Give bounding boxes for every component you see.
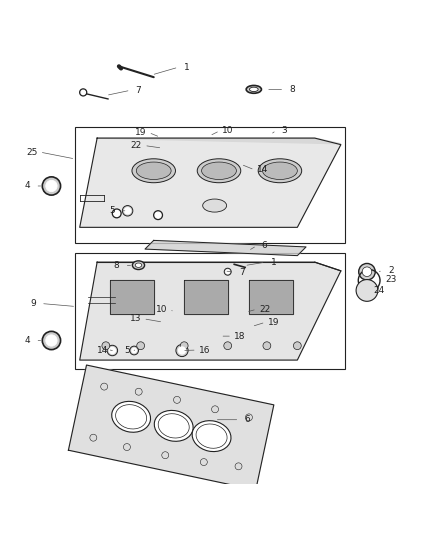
Text: 7: 7 xyxy=(136,86,141,95)
Text: 5: 5 xyxy=(110,206,115,215)
Circle shape xyxy=(124,208,131,214)
Text: 4: 4 xyxy=(25,181,30,190)
Ellipse shape xyxy=(258,159,302,183)
Circle shape xyxy=(224,268,231,275)
Circle shape xyxy=(137,342,145,350)
Text: 6: 6 xyxy=(262,241,268,250)
Ellipse shape xyxy=(112,401,151,432)
Ellipse shape xyxy=(197,159,241,183)
Circle shape xyxy=(226,270,230,273)
Text: 18: 18 xyxy=(234,332,246,341)
Circle shape xyxy=(107,345,117,356)
Text: 14: 14 xyxy=(97,345,108,354)
Text: 1: 1 xyxy=(271,257,276,266)
Text: 7: 7 xyxy=(239,268,245,277)
Ellipse shape xyxy=(359,263,375,280)
Ellipse shape xyxy=(132,261,145,270)
Text: 24: 24 xyxy=(374,286,385,295)
Ellipse shape xyxy=(135,263,142,268)
Text: 19: 19 xyxy=(268,318,279,327)
Polygon shape xyxy=(97,138,341,144)
Text: 10: 10 xyxy=(222,126,233,135)
Ellipse shape xyxy=(158,414,189,438)
Text: 14: 14 xyxy=(257,165,268,174)
Circle shape xyxy=(122,206,133,216)
Polygon shape xyxy=(68,365,274,490)
Polygon shape xyxy=(145,240,306,256)
Polygon shape xyxy=(184,279,228,314)
Ellipse shape xyxy=(192,421,231,451)
Circle shape xyxy=(224,342,232,350)
Polygon shape xyxy=(250,279,293,314)
Circle shape xyxy=(114,211,120,216)
Ellipse shape xyxy=(246,85,261,93)
Circle shape xyxy=(101,383,108,390)
Circle shape xyxy=(180,342,188,350)
Circle shape xyxy=(245,414,252,421)
Ellipse shape xyxy=(203,199,226,212)
Circle shape xyxy=(356,279,378,301)
Circle shape xyxy=(154,211,162,220)
Ellipse shape xyxy=(154,410,193,441)
Circle shape xyxy=(135,388,142,395)
Text: 23: 23 xyxy=(385,276,396,285)
Bar xyxy=(75,127,345,243)
Polygon shape xyxy=(80,262,341,360)
Text: 2: 2 xyxy=(388,266,394,276)
Circle shape xyxy=(130,346,138,355)
Text: 10: 10 xyxy=(156,305,167,313)
Circle shape xyxy=(162,452,169,459)
Circle shape xyxy=(212,406,219,413)
Circle shape xyxy=(235,463,242,470)
Ellipse shape xyxy=(196,424,227,448)
Ellipse shape xyxy=(250,87,258,92)
Text: 6: 6 xyxy=(244,415,250,424)
Ellipse shape xyxy=(132,159,176,183)
Circle shape xyxy=(80,89,87,96)
Circle shape xyxy=(176,344,188,357)
Polygon shape xyxy=(110,279,154,314)
Polygon shape xyxy=(80,138,341,228)
Circle shape xyxy=(110,348,116,353)
Ellipse shape xyxy=(362,267,372,277)
Circle shape xyxy=(113,209,121,218)
Text: 13: 13 xyxy=(130,314,141,323)
Circle shape xyxy=(293,342,301,350)
Text: 1: 1 xyxy=(184,63,189,71)
Ellipse shape xyxy=(201,162,237,180)
Text: 25: 25 xyxy=(26,148,38,157)
Text: 22: 22 xyxy=(259,305,270,313)
Ellipse shape xyxy=(46,180,57,192)
Ellipse shape xyxy=(42,177,60,195)
Ellipse shape xyxy=(116,405,147,429)
Circle shape xyxy=(200,458,207,465)
Text: 4: 4 xyxy=(25,336,30,345)
Text: 16: 16 xyxy=(199,345,210,354)
Circle shape xyxy=(124,443,131,450)
Text: 19: 19 xyxy=(135,128,146,137)
Text: 22: 22 xyxy=(131,141,142,150)
Circle shape xyxy=(102,342,110,350)
Ellipse shape xyxy=(262,162,297,180)
Text: 9: 9 xyxy=(30,299,36,308)
Circle shape xyxy=(173,397,180,403)
Circle shape xyxy=(132,349,136,353)
Circle shape xyxy=(179,347,185,354)
Text: 5: 5 xyxy=(124,345,130,354)
Circle shape xyxy=(90,434,97,441)
Ellipse shape xyxy=(42,332,60,350)
Text: 8: 8 xyxy=(289,85,295,94)
Ellipse shape xyxy=(136,162,171,180)
Bar xyxy=(75,254,345,369)
Circle shape xyxy=(155,212,161,218)
Text: 3: 3 xyxy=(281,126,287,135)
Circle shape xyxy=(81,90,85,94)
Text: 8: 8 xyxy=(114,261,120,270)
Circle shape xyxy=(263,342,271,350)
Ellipse shape xyxy=(46,335,57,346)
